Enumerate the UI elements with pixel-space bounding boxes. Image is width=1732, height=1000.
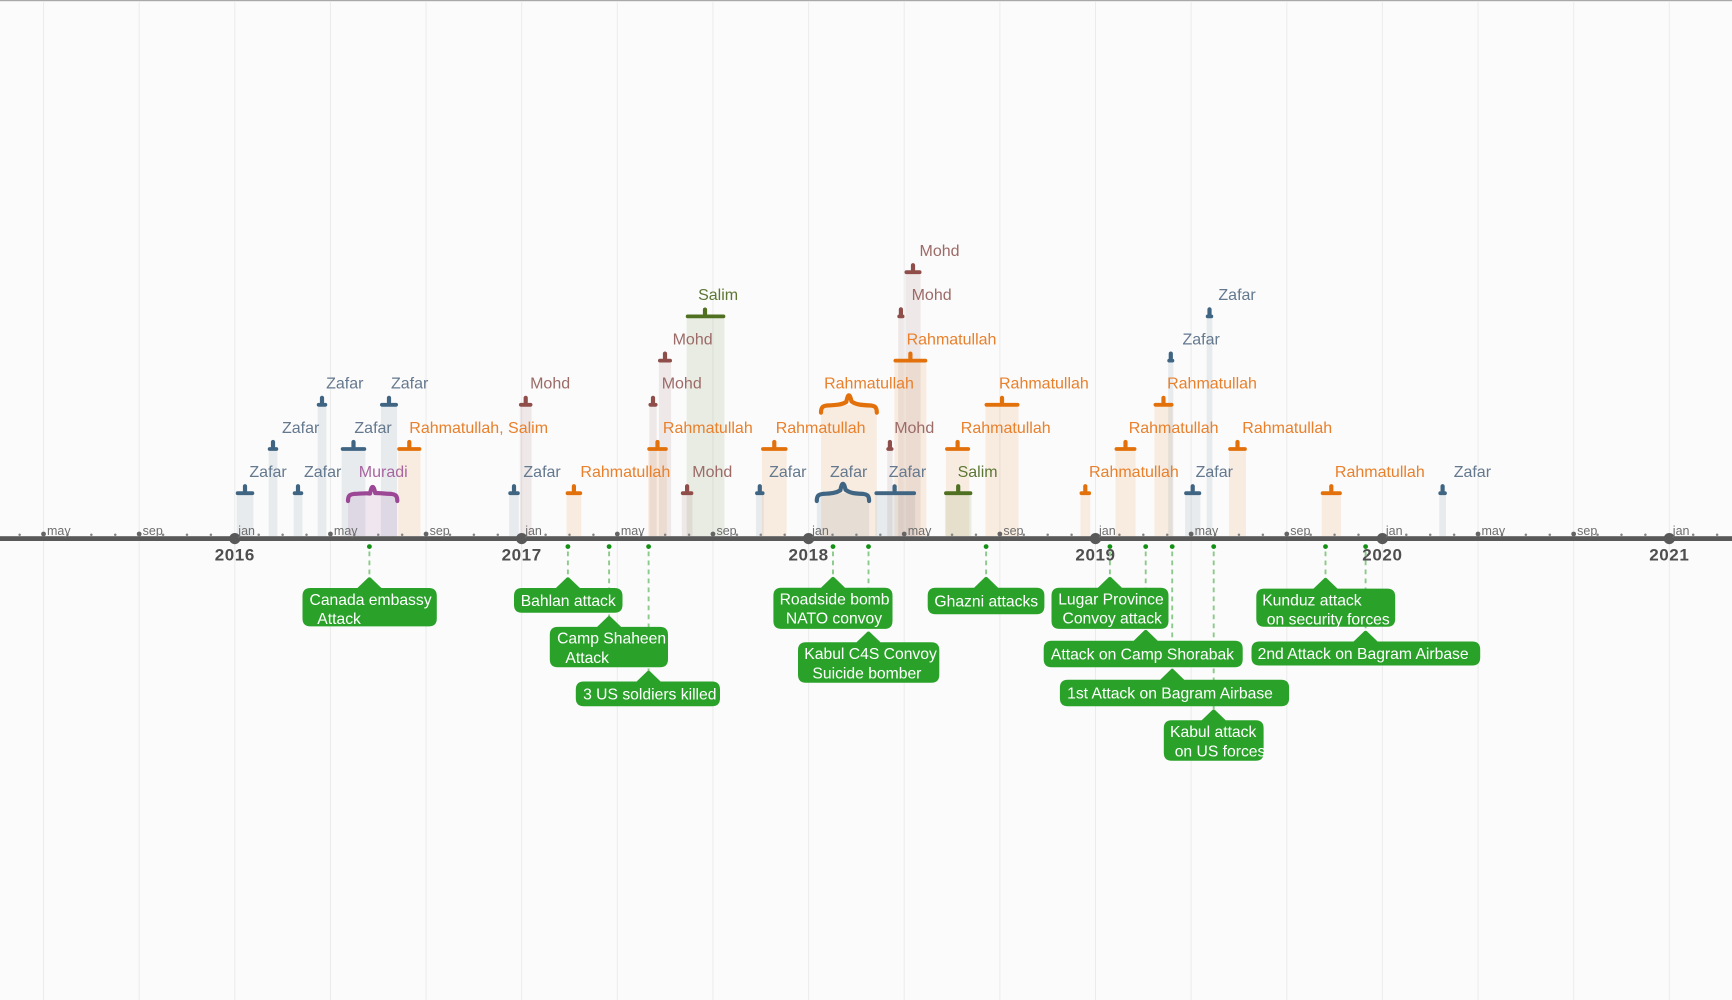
svg-text:2016: 2016 xyxy=(215,546,255,565)
svg-text:Zafar: Zafar xyxy=(830,464,868,481)
svg-text:Rahmatullah: Rahmatullah xyxy=(824,376,914,393)
svg-text:sep: sep xyxy=(143,524,163,538)
svg-text:Lugar Province: Lugar Province xyxy=(1058,592,1164,609)
svg-text:jan: jan xyxy=(1672,524,1690,538)
svg-text:Attack: Attack xyxy=(317,611,361,628)
svg-text:Mohd: Mohd xyxy=(673,331,713,348)
svg-text:Zafar: Zafar xyxy=(249,464,287,481)
svg-text:jan: jan xyxy=(811,524,829,538)
svg-text:2018: 2018 xyxy=(788,546,828,565)
svg-text:Zafar: Zafar xyxy=(769,464,807,481)
svg-text:2019: 2019 xyxy=(1075,546,1115,565)
svg-text:may: may xyxy=(621,524,645,538)
svg-text:Salim: Salim xyxy=(958,464,998,481)
svg-text:Rahmatullah: Rahmatullah xyxy=(961,420,1051,437)
svg-text:Kabul C4S Convoy: Kabul C4S Convoy xyxy=(804,646,937,663)
svg-text:Roadside bomb: Roadside bomb xyxy=(780,592,890,609)
svg-text:may: may xyxy=(47,524,71,538)
svg-text:2017: 2017 xyxy=(502,546,542,565)
svg-text:Canada embassy: Canada embassy xyxy=(310,592,432,609)
svg-text:Rahmatullah: Rahmatullah xyxy=(999,376,1089,393)
svg-text:Zafar: Zafar xyxy=(1183,331,1221,348)
svg-text:Mohd: Mohd xyxy=(530,376,570,393)
svg-text:Ghazni attacks: Ghazni attacks xyxy=(934,593,1038,610)
svg-text:Attack: Attack xyxy=(565,650,609,667)
svg-text:Rahmatullah: Rahmatullah xyxy=(1129,420,1219,437)
svg-text:Rahmatullah: Rahmatullah xyxy=(907,331,997,348)
svg-text:jan: jan xyxy=(1098,524,1116,538)
svg-text:Convoy attack: Convoy attack xyxy=(1063,611,1163,628)
svg-text:may: may xyxy=(1195,524,1219,538)
svg-text:Attack on Camp Shorabak: Attack on Camp Shorabak xyxy=(1051,646,1234,663)
svg-text:Mohd: Mohd xyxy=(912,287,952,304)
svg-text:Camp Shaheen: Camp Shaheen xyxy=(557,631,666,648)
svg-text:sep: sep xyxy=(430,524,450,538)
svg-text:Zafar: Zafar xyxy=(282,420,320,437)
svg-text:jan: jan xyxy=(1385,524,1403,538)
svg-text:Muradi: Muradi xyxy=(359,464,408,481)
svg-text:Rahmatullah: Rahmatullah xyxy=(580,464,670,481)
svg-text:sep: sep xyxy=(1577,524,1597,538)
svg-text:Rahmatullah: Rahmatullah xyxy=(1089,464,1179,481)
svg-text:Zafar: Zafar xyxy=(354,420,392,437)
svg-text:Mohd: Mohd xyxy=(894,420,934,437)
svg-text:Zafar: Zafar xyxy=(1196,464,1234,481)
svg-text:may: may xyxy=(334,524,358,538)
svg-text:Bahlan attack: Bahlan attack xyxy=(521,593,616,610)
svg-text:Kabul attack: Kabul attack xyxy=(1170,724,1256,741)
svg-text:jan: jan xyxy=(237,524,255,538)
svg-text:Rahmatullah: Rahmatullah xyxy=(663,420,753,437)
svg-text:Rahmatullah: Rahmatullah xyxy=(1167,376,1257,393)
svg-text:Kunduz attack: Kunduz attack xyxy=(1262,592,1362,609)
svg-text:Zafar: Zafar xyxy=(523,464,561,481)
svg-text:3 US soldiers killed: 3 US soldiers killed xyxy=(583,686,716,703)
svg-text:on US forces: on US forces xyxy=(1175,743,1266,760)
svg-text:may: may xyxy=(1482,524,1506,538)
svg-text:sep: sep xyxy=(1003,524,1023,538)
svg-text:on security forces: on security forces xyxy=(1267,612,1390,629)
svg-text:sep: sep xyxy=(716,524,736,538)
svg-text:Zafar: Zafar xyxy=(326,376,364,393)
svg-text:NATO convoy: NATO convoy xyxy=(786,611,882,628)
svg-text:Mohd: Mohd xyxy=(692,464,732,481)
svg-text:Rahmatullah, Salim: Rahmatullah, Salim xyxy=(409,420,548,437)
svg-text:Zafar: Zafar xyxy=(1454,464,1492,481)
svg-text:Rahmatullah: Rahmatullah xyxy=(776,420,866,437)
svg-text:2nd Attack on Bagram Airbase: 2nd Attack on Bagram Airbase xyxy=(1258,646,1469,663)
svg-text:Rahmatullah: Rahmatullah xyxy=(1335,464,1425,481)
svg-text:1st Attack on Bagram Airbase: 1st Attack on Bagram Airbase xyxy=(1067,685,1273,702)
svg-text:sep: sep xyxy=(1290,524,1310,538)
svg-text:Mohd: Mohd xyxy=(662,376,702,393)
svg-text:Suicide bomber: Suicide bomber xyxy=(812,665,921,682)
svg-text:Rahmatullah: Rahmatullah xyxy=(1242,420,1332,437)
svg-text:2021: 2021 xyxy=(1649,546,1689,565)
svg-text:may: may xyxy=(908,524,932,538)
svg-text:Zafar: Zafar xyxy=(304,464,342,481)
svg-text:2020: 2020 xyxy=(1362,546,1402,565)
svg-text:Mohd: Mohd xyxy=(920,243,960,260)
svg-text:jan: jan xyxy=(524,524,542,538)
svg-text:Salim: Salim xyxy=(698,287,738,304)
svg-text:Zafar: Zafar xyxy=(1218,287,1256,304)
svg-text:Zafar: Zafar xyxy=(391,376,429,393)
svg-text:Zafar: Zafar xyxy=(889,464,927,481)
